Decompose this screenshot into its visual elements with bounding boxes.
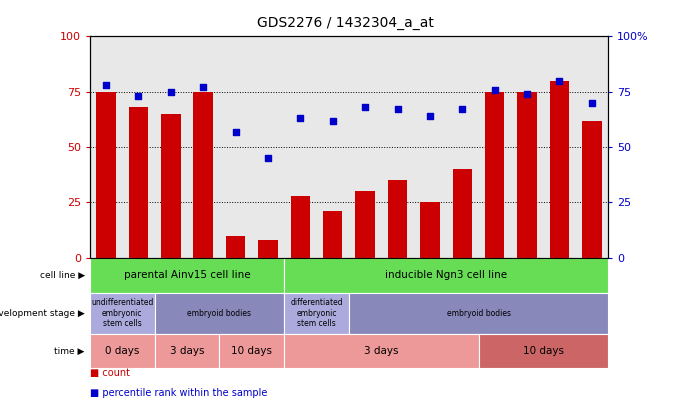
Point bbox=[587, 100, 598, 106]
Bar bbox=[420, 202, 439, 258]
Point bbox=[457, 106, 468, 113]
Point bbox=[165, 89, 176, 95]
Bar bbox=[193, 92, 213, 258]
Bar bbox=[349, 292, 608, 334]
Point bbox=[133, 93, 144, 100]
Point bbox=[263, 155, 274, 162]
Text: GDS2276 / 1432304_a_at: GDS2276 / 1432304_a_at bbox=[257, 16, 434, 30]
Point bbox=[424, 113, 435, 119]
Bar bbox=[284, 258, 608, 292]
Bar bbox=[582, 121, 602, 258]
Text: development stage ▶: development stage ▶ bbox=[0, 309, 84, 318]
Bar bbox=[96, 92, 116, 258]
Point bbox=[328, 117, 339, 124]
Bar bbox=[284, 334, 478, 369]
Text: embryoid bodies: embryoid bodies bbox=[446, 309, 511, 318]
Bar bbox=[323, 211, 343, 258]
Text: 3 days: 3 days bbox=[364, 346, 399, 356]
Bar bbox=[155, 334, 219, 369]
Bar bbox=[129, 107, 148, 258]
Bar bbox=[355, 192, 375, 258]
Text: ■ count: ■ count bbox=[90, 368, 130, 378]
Text: 10 days: 10 days bbox=[231, 346, 272, 356]
Text: 3 days: 3 days bbox=[170, 346, 205, 356]
Bar bbox=[478, 334, 608, 369]
Point bbox=[198, 84, 209, 91]
Text: time ▶: time ▶ bbox=[55, 347, 84, 356]
Point bbox=[522, 91, 533, 97]
Bar bbox=[284, 292, 349, 334]
Text: embryoid bodies: embryoid bodies bbox=[187, 309, 252, 318]
Bar bbox=[485, 92, 504, 258]
Point bbox=[100, 82, 111, 88]
Text: cell line ▶: cell line ▶ bbox=[39, 271, 84, 280]
Bar bbox=[518, 92, 537, 258]
Bar bbox=[161, 114, 180, 258]
Point bbox=[554, 77, 565, 84]
Bar bbox=[453, 169, 472, 258]
Text: ■ percentile rank within the sample: ■ percentile rank within the sample bbox=[90, 388, 267, 398]
Point bbox=[230, 128, 241, 135]
Bar bbox=[90, 292, 155, 334]
Bar bbox=[90, 258, 284, 292]
Bar bbox=[90, 334, 155, 369]
Bar bbox=[226, 236, 245, 258]
Text: parental Ainv15 cell line: parental Ainv15 cell line bbox=[124, 270, 250, 280]
Text: differentiated
embryonic
stem cells: differentiated embryonic stem cells bbox=[290, 298, 343, 328]
Point bbox=[489, 86, 500, 93]
Bar bbox=[219, 334, 284, 369]
Text: 0 days: 0 days bbox=[105, 346, 140, 356]
Bar bbox=[155, 292, 284, 334]
Point bbox=[359, 104, 370, 111]
Point bbox=[392, 106, 403, 113]
Text: undifferentiated
embryonic
stem cells: undifferentiated embryonic stem cells bbox=[91, 298, 153, 328]
Bar bbox=[291, 196, 310, 258]
Bar bbox=[258, 240, 278, 258]
Text: 10 days: 10 days bbox=[523, 346, 564, 356]
Bar bbox=[388, 180, 407, 258]
Text: inducible Ngn3 cell line: inducible Ngn3 cell line bbox=[385, 270, 507, 280]
Bar bbox=[550, 81, 569, 258]
Point bbox=[295, 115, 306, 122]
